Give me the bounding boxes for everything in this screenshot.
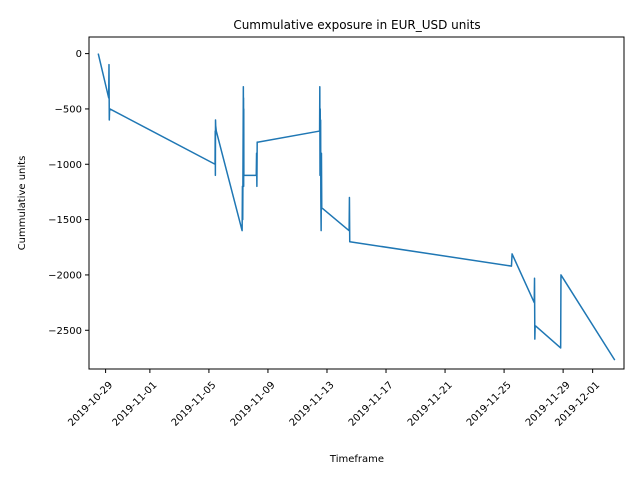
y-tick-label: −1500: [48, 215, 82, 226]
x-axis-label: Timeframe: [329, 454, 384, 465]
y-tick-label: −2500: [48, 326, 82, 337]
y-axis-ticks: 0 −500 −1000 −1500 −2000 −2500: [48, 49, 89, 337]
y-tick-label: 0: [76, 49, 82, 60]
chart-title: Cummulative exposure in EUR_USD units: [233, 18, 480, 32]
series-line-0: [97, 53, 616, 361]
y-tick-label: −1000: [48, 160, 82, 171]
y-tick-label: −2000: [48, 270, 82, 281]
y-tick-label: −500: [55, 104, 82, 115]
series-layer: [97, 53, 616, 361]
plot-area-frame: [88, 36, 625, 370]
y-axis-label: Cummulative units: [17, 156, 28, 251]
